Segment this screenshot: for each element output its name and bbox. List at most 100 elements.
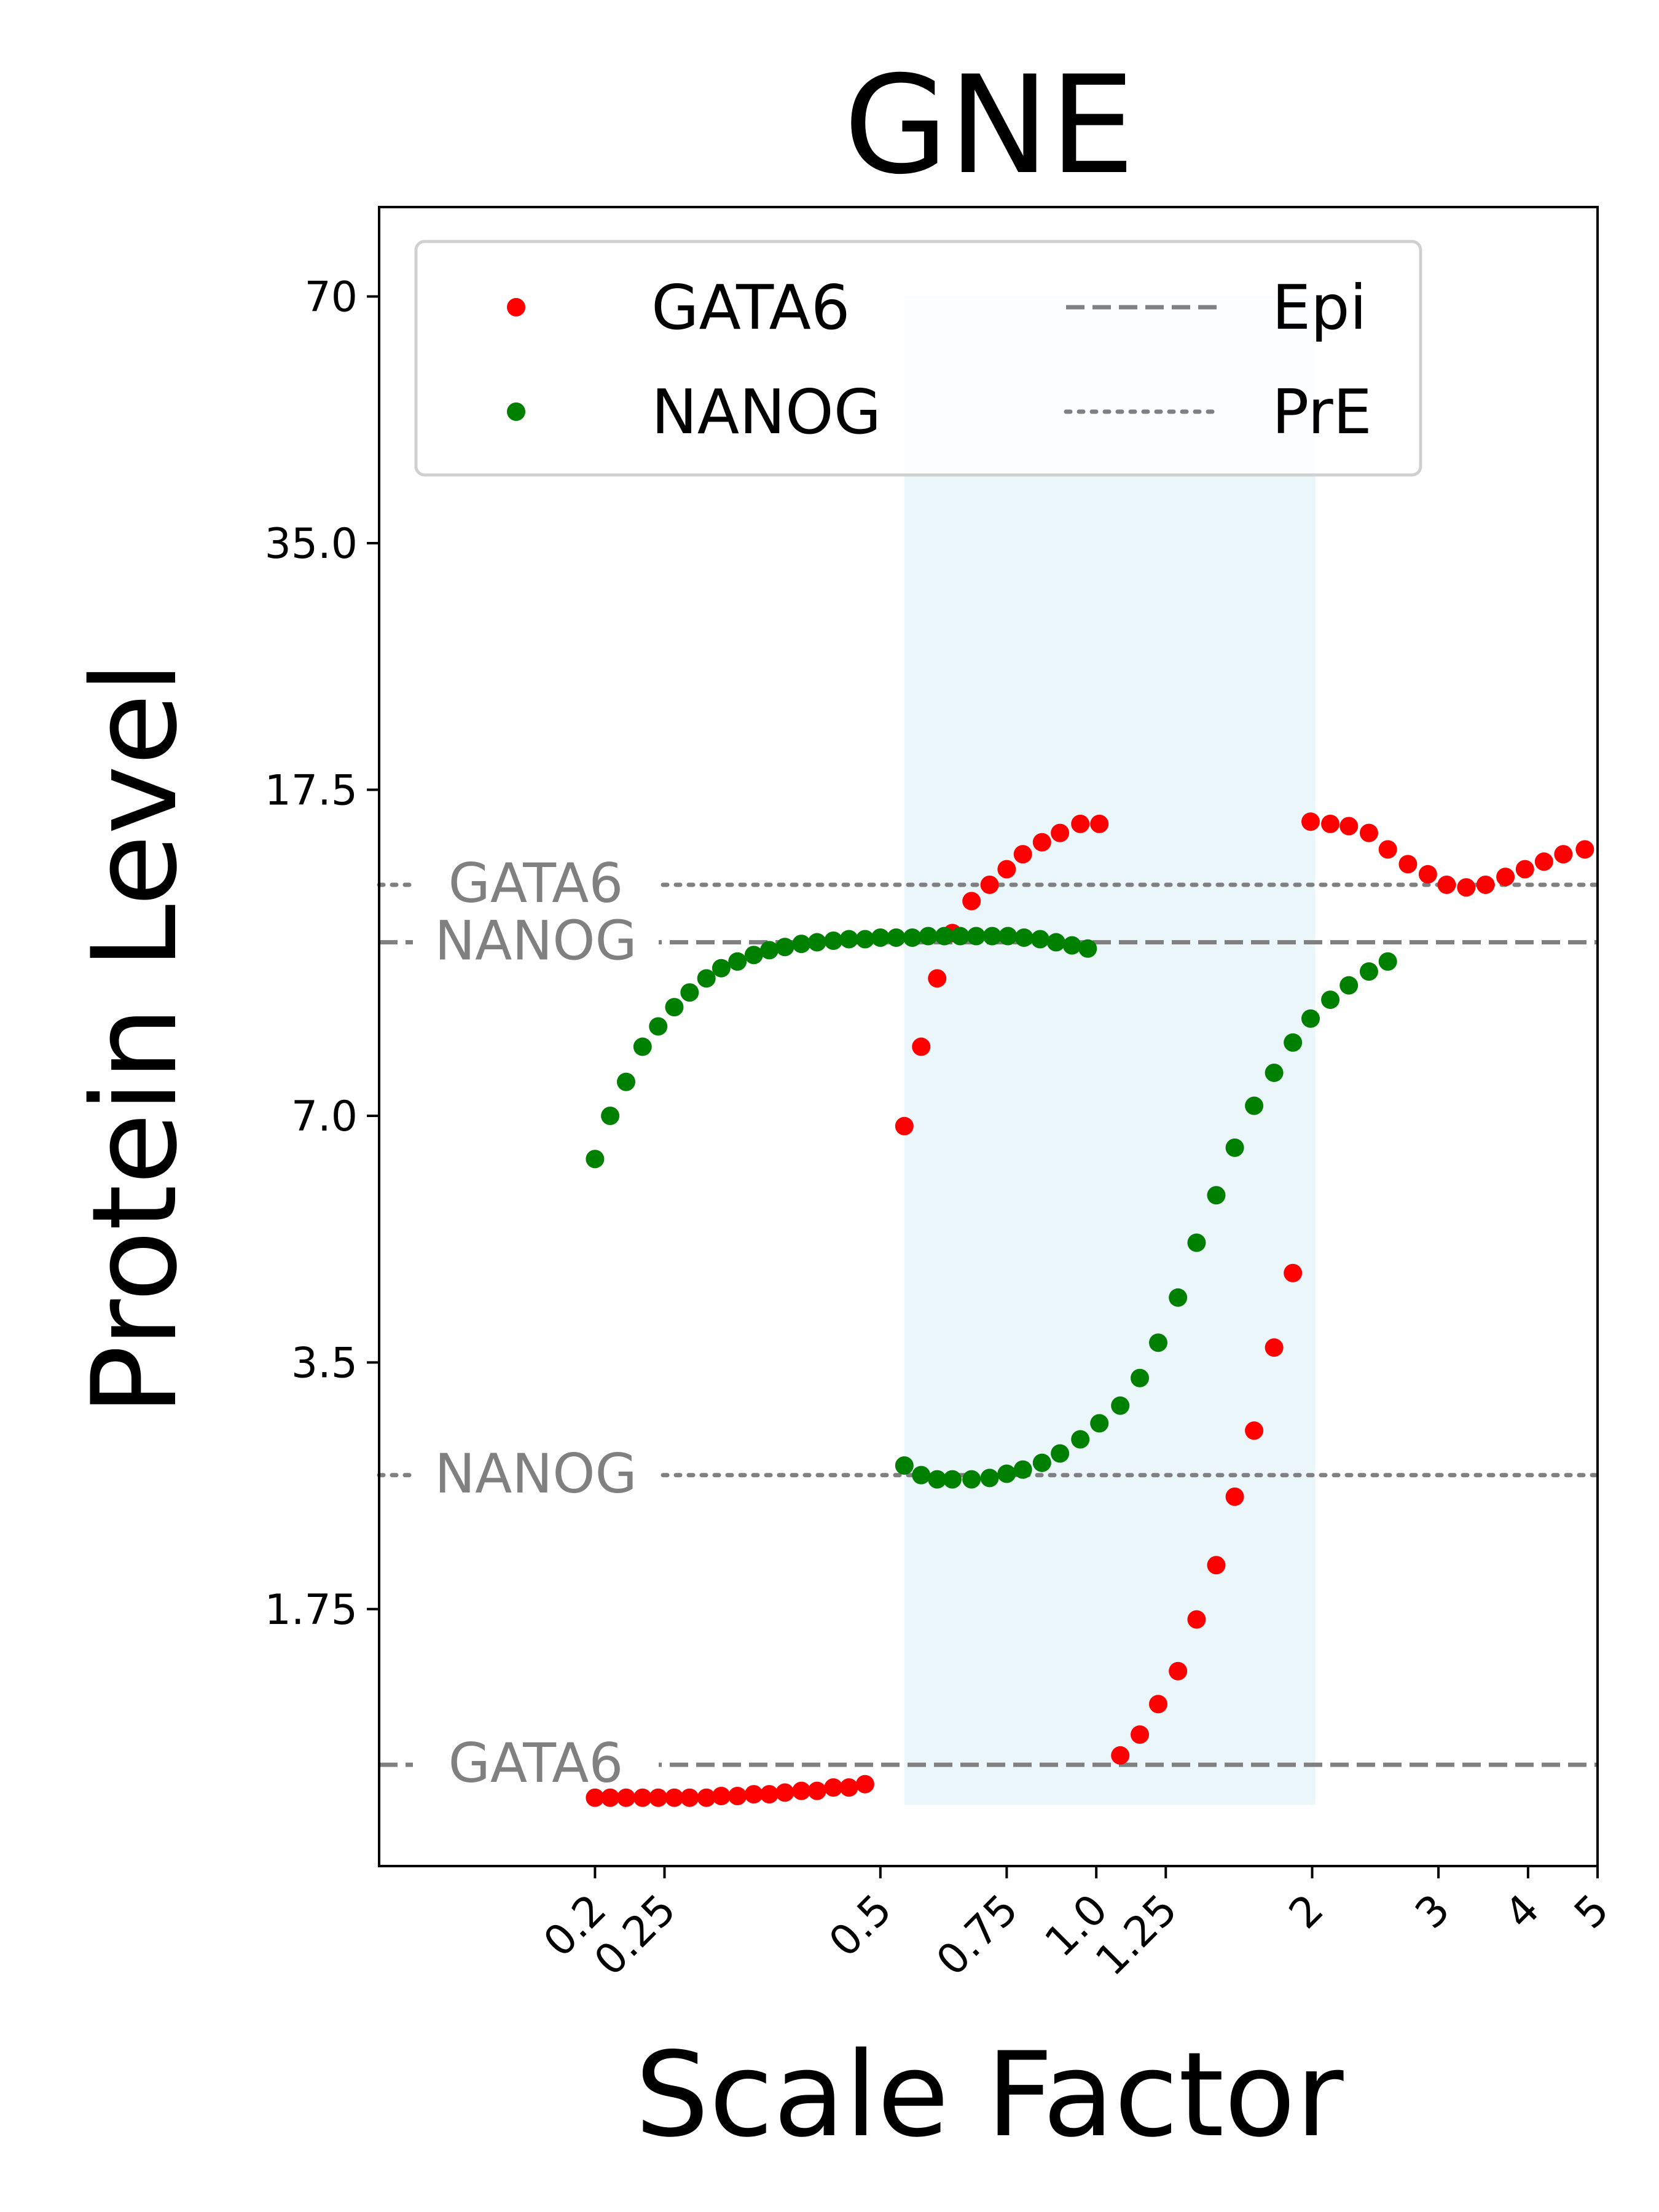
data-point-gata6	[649, 1788, 668, 1807]
data-point-nanog	[1013, 1460, 1032, 1479]
data-point-nanog	[951, 927, 970, 946]
data-point-gata6	[1301, 812, 1320, 831]
data-point-nanog	[760, 941, 779, 960]
data-point-gata6	[1378, 840, 1397, 859]
x-axis-label: Scale Factor	[635, 2027, 1344, 2163]
y-tick-label: 70	[304, 273, 358, 322]
data-point-gata6	[1398, 855, 1418, 874]
data-point-gata6	[1148, 1695, 1167, 1714]
data-point-gata6	[1111, 1746, 1130, 1765]
data-point-nanog	[928, 1470, 947, 1489]
data-point-gata6	[1131, 1725, 1150, 1744]
data-point-nanog	[792, 935, 811, 954]
data-point-nanog	[1032, 1453, 1051, 1472]
data-point-gata6	[895, 1116, 914, 1135]
data-point-gata6	[697, 1788, 716, 1807]
data-point-nanog	[1265, 1063, 1284, 1082]
y-axis-label: Protein Level	[67, 661, 203, 1416]
data-point-gata6	[1554, 845, 1573, 864]
data-point-nanog	[1051, 1444, 1070, 1463]
data-point-nanog	[1284, 1033, 1303, 1052]
data-point-gata6	[633, 1788, 652, 1807]
data-point-gata6	[744, 1785, 763, 1804]
data-point-nanog	[1359, 962, 1378, 981]
data-point-nanog	[1378, 952, 1397, 971]
y-tick-label: 7.0	[291, 1092, 358, 1141]
data-point-gata6	[1284, 1263, 1303, 1282]
x-tick-label: 1.25	[1086, 1885, 1186, 1985]
reference-label-bg	[413, 1731, 659, 1799]
data-point-gata6	[1207, 1556, 1226, 1575]
data-point-nanog	[1225, 1138, 1244, 1157]
reference-label: GATA6	[449, 1732, 624, 1795]
data-point-gata6	[1013, 845, 1032, 864]
data-point-nanog	[665, 998, 684, 1017]
data-point-gata6	[980, 875, 999, 894]
y-tick-label: 35.0	[265, 520, 358, 568]
reference-label: NANOG	[434, 909, 637, 973]
legend-label: GATA6	[651, 272, 850, 343]
data-point-gata6	[824, 1778, 843, 1797]
data-point-nanog	[649, 1017, 668, 1036]
data-point-nanog	[633, 1037, 652, 1056]
data-point-nanog	[1339, 976, 1359, 995]
data-point-gata6	[1418, 865, 1437, 884]
data-point-nanog	[1301, 1009, 1320, 1028]
data-point-gata6	[1090, 814, 1109, 833]
data-point-gata6	[1187, 1610, 1206, 1629]
data-point-gata6	[1321, 814, 1340, 833]
data-point-nanog	[967, 927, 986, 946]
data-point-gata6	[1476, 875, 1495, 894]
reference-label-bg	[413, 850, 659, 919]
y-tick-label: 17.5	[265, 766, 358, 815]
x-tick-label: 4	[1496, 1885, 1548, 1938]
shaded-region	[904, 296, 1316, 1805]
data-point-gata6	[1032, 833, 1051, 852]
x-tick-label: 0.75	[927, 1885, 1027, 1985]
x-tick-label: 5	[1566, 1885, 1618, 1938]
data-point-gata6	[616, 1788, 635, 1807]
data-point-gata6	[997, 860, 1016, 879]
x-tick-label: 0.5	[820, 1885, 901, 1966]
data-point-gata6	[1169, 1661, 1188, 1681]
data-point-gata6	[760, 1785, 779, 1804]
data-point-gata6	[665, 1788, 684, 1807]
chart-title: GNE	[844, 47, 1135, 204]
reference-label: GATA6	[449, 852, 624, 915]
reference-label-bg	[413, 1441, 659, 1509]
data-point-nanog	[1111, 1396, 1130, 1415]
data-point-nanog	[919, 927, 938, 946]
data-point-nanog	[1090, 1414, 1109, 1433]
data-point-gata6	[680, 1788, 699, 1807]
data-point-nanog	[1078, 939, 1097, 958]
data-point-nanog	[586, 1150, 605, 1169]
data-point-gata6	[1534, 852, 1553, 871]
data-point-nanog	[1046, 933, 1065, 952]
data-point-gata6	[1359, 823, 1378, 842]
data-point-nanog	[962, 1470, 981, 1489]
data-point-nanog	[887, 928, 906, 947]
data-point-gata6	[1245, 1421, 1264, 1440]
data-point-nanog	[839, 930, 858, 949]
data-point-nanog	[744, 946, 763, 965]
data-point-gata6	[712, 1786, 731, 1805]
data-point-nanog	[855, 930, 874, 949]
data-point-nanog	[1207, 1186, 1226, 1205]
data-point-gata6	[1437, 875, 1456, 894]
data-point-nanog	[1187, 1233, 1206, 1252]
legend: GATA6 NANOG Epi PrE	[414, 240, 1422, 477]
data-point-gata6	[1071, 814, 1090, 833]
data-point-nanog	[1131, 1368, 1150, 1387]
data-point-nanog	[980, 1469, 999, 1488]
data-point-gata6	[1051, 823, 1070, 842]
y-tick-label: 3.5	[291, 1339, 358, 1387]
data-point-nanog	[1030, 930, 1049, 949]
legend-box	[414, 240, 1422, 477]
data-point-nanog	[895, 1456, 914, 1475]
data-point-nanog	[998, 927, 1018, 946]
data-point-gata6	[1515, 860, 1534, 879]
legend-label: PrE	[1272, 376, 1372, 448]
plot-frame	[378, 206, 1599, 1867]
data-point-nanog	[807, 933, 826, 952]
